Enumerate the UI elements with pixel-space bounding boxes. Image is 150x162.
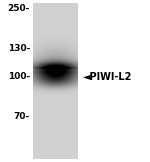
Text: 70-: 70- <box>14 112 30 121</box>
Text: 130-: 130- <box>8 44 30 53</box>
Text: ◄PIWI-L2: ◄PIWI-L2 <box>82 72 132 82</box>
Text: 250-: 250- <box>8 4 30 13</box>
Text: 100-: 100- <box>8 72 30 81</box>
